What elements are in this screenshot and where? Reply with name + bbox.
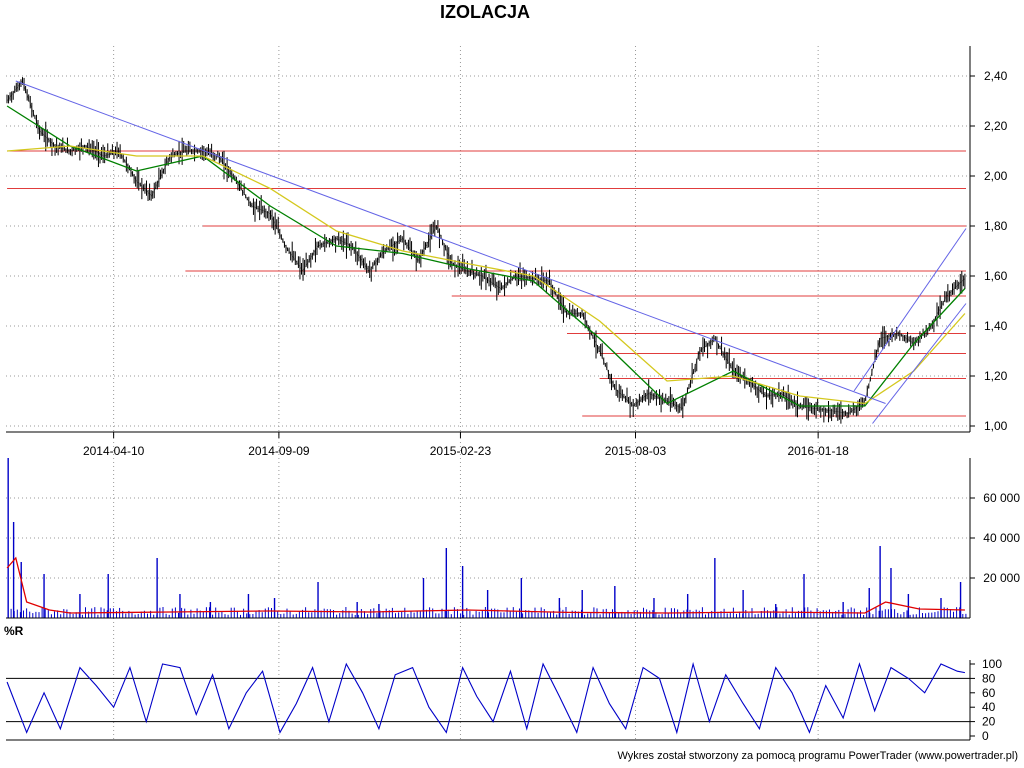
williams-r-layer: [6, 661, 970, 735]
volume-average-line: [6, 556, 965, 614]
wr-tick-label: 80: [982, 671, 996, 685]
price-tick-label: 1,60: [984, 269, 1008, 283]
date-tick-label: 2014-04-10: [83, 444, 145, 458]
wr-tick-label: 100: [982, 657, 1002, 671]
date-tick-label: 2016-01-18: [787, 444, 849, 458]
price-tick-label: 2,00: [984, 169, 1008, 183]
trendline: [872, 303, 967, 424]
footer-credit: Wykres został stworzony za pomocą progra…: [617, 750, 1018, 762]
wr-tick-label: 40: [982, 700, 996, 714]
wr-tick-label: 20: [982, 715, 996, 729]
axes-layer: 1,00 1,20 1,40 1,60 1,80 2,00 2,20 2,40 2014-04-…: [6, 46, 1020, 743]
price-tick-label: 1,40: [984, 319, 1008, 333]
close-line: [6, 80, 966, 414]
volume-layer: [6, 458, 967, 618]
moving-averages-layer: [6, 105, 966, 407]
chart-title: IZOLACJA: [440, 2, 530, 22]
price-tick-label: 1,00: [984, 419, 1008, 433]
date-tick-label: 2015-08-03: [605, 444, 667, 458]
indicator-label: %R: [4, 624, 24, 638]
volume-tick-label: 40 000: [983, 531, 1020, 545]
price-tick-label: 2,20: [984, 119, 1008, 133]
wr-tick-label: 60: [982, 686, 996, 700]
wr-tick-label: 0: [982, 729, 989, 743]
support-resistance-layer: [7, 150, 966, 417]
volume-tick-label: 60 000: [983, 491, 1020, 505]
grid-layer: [6, 46, 970, 740]
date-tick-label: 2015-02-23: [430, 444, 492, 458]
moving-average-fast: [6, 105, 966, 407]
price-tick-label: 2,40: [984, 69, 1008, 83]
price-bars-layer: [6, 77, 966, 424]
trendline: [15, 80, 886, 404]
trendline: [853, 228, 967, 392]
price-tick-label: 1,80: [984, 219, 1008, 233]
volume-tick-label: 20 000: [983, 571, 1020, 585]
date-tick-label: 2014-09-09: [248, 444, 310, 458]
moving-average-slow: [7, 145, 966, 405]
price-tick-label: 1,20: [984, 369, 1008, 383]
williams-r-line: [6, 661, 966, 735]
trendlines-layer: [15, 80, 967, 424]
